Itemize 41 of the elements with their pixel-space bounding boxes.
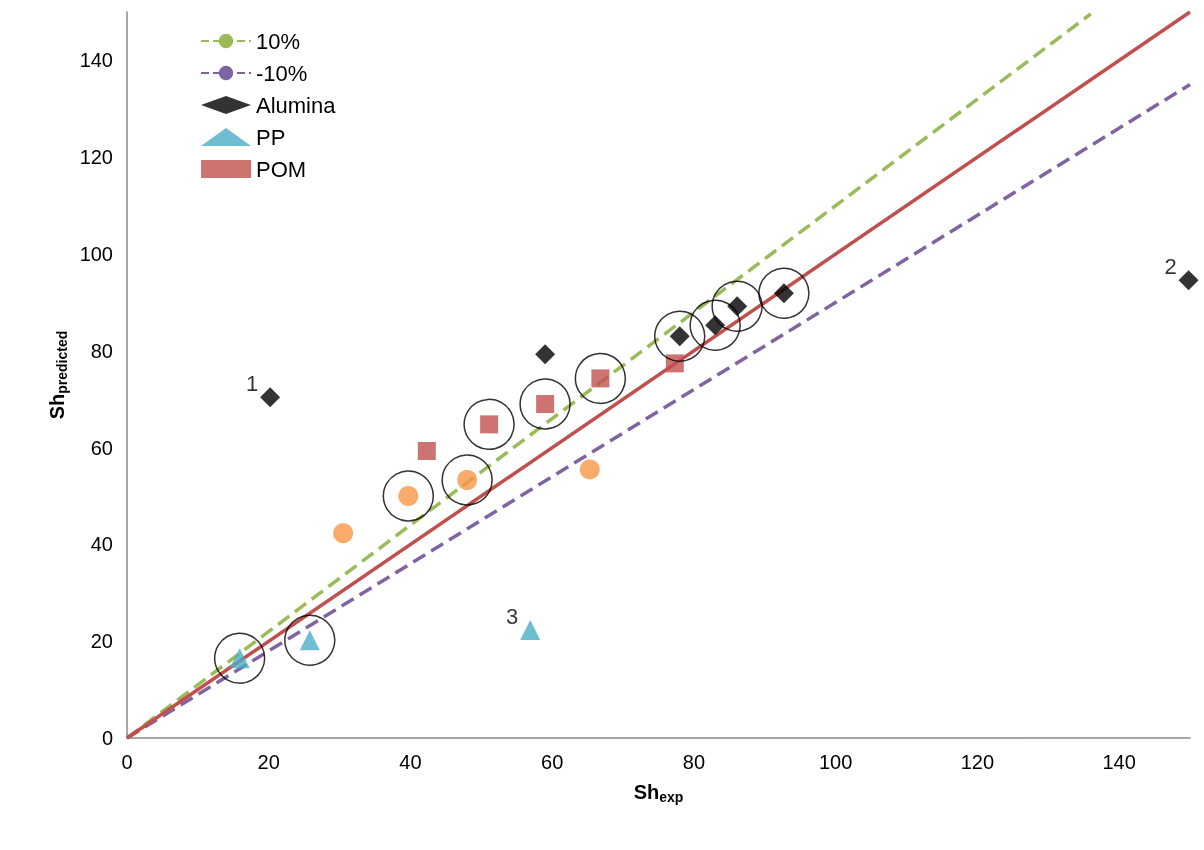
y-tick-label: 140: [79, 49, 113, 72]
point: [213, 632, 266, 684]
x-tick-label: 0: [121, 751, 133, 773]
y-tick-label: 20: [90, 630, 113, 653]
point: [654, 310, 706, 363]
x-tick-label: 40: [399, 751, 422, 773]
legend-label: -10%: [256, 60, 308, 86]
y-tick-label: 100: [79, 243, 113, 265]
point: [463, 398, 515, 451]
point: [333, 523, 354, 544]
y-tick-label: 80: [90, 339, 113, 362]
x-tick-label: 20: [257, 751, 280, 773]
point: [579, 459, 600, 480]
x-tick-label: 140: [1102, 751, 1136, 773]
point: [441, 454, 493, 506]
point: [665, 354, 684, 373]
point: [535, 344, 556, 365]
point: [1178, 270, 1199, 291]
point: [260, 387, 281, 408]
x-tick-label: 60: [541, 751, 564, 773]
y-tick-label: 60: [90, 436, 113, 459]
point: [284, 614, 336, 666]
point: [574, 352, 627, 405]
legend-label: POM: [256, 156, 307, 182]
annotation: 1: [246, 370, 259, 396]
legend-label: 10%: [256, 28, 301, 54]
annotation: 2: [1164, 253, 1177, 279]
legend-label: Alumina: [256, 92, 337, 118]
y-tick-label: 40: [90, 533, 113, 556]
x-tick-label: 120: [960, 751, 995, 773]
x-tick-label: 80: [682, 751, 706, 773]
point: [417, 441, 436, 460]
y-tick-label: 120: [79, 146, 113, 169]
x-tick-label: 100: [818, 751, 853, 773]
annotation: 3: [506, 603, 519, 629]
point: [520, 620, 541, 641]
y-tick-label: 0: [101, 727, 113, 749]
point: [382, 470, 435, 522]
point: [519, 378, 571, 430]
y-axis-title: Shpredicted: [45, 330, 70, 420]
legend-label: PP: [256, 124, 286, 150]
